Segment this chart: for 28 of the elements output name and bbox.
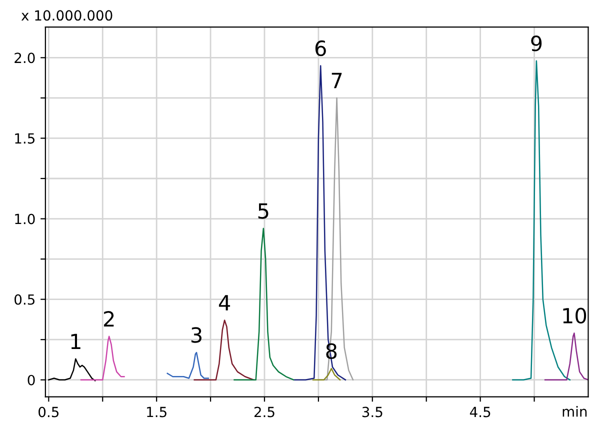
x-tick-label: 1.5 bbox=[147, 406, 166, 418]
line-series bbox=[80, 336, 125, 380]
line-series bbox=[166, 352, 210, 379]
x-tick-label: 2.5 bbox=[254, 406, 274, 418]
y-tick-label: 2.0 bbox=[14, 52, 35, 64]
y-tick-label: 1.0 bbox=[15, 214, 35, 224]
annotation: 4 bbox=[218, 295, 230, 310]
line-series bbox=[544, 332, 588, 380]
x-axis-title: min bbox=[562, 406, 587, 417]
annotation: 3 bbox=[191, 327, 202, 343]
line-series bbox=[234, 228, 294, 380]
y-tick-label: 0.5 bbox=[14, 294, 34, 305]
annotation: 7 bbox=[332, 72, 342, 88]
x-tick-label: 4.5 bbox=[470, 406, 490, 418]
annotation: 1 bbox=[71, 334, 80, 350]
annotation: 10 bbox=[563, 308, 586, 324]
line-series bbox=[194, 320, 254, 380]
annotation: 8 bbox=[326, 343, 337, 359]
y-tick-label: 1.5 bbox=[15, 133, 34, 144]
x-tick-label: 3.5 bbox=[362, 406, 382, 418]
y-axis-title: x 10.000.000 bbox=[21, 10, 112, 21]
y-tick-label: 0 bbox=[28, 374, 35, 386]
x-tick-label: 0.5 bbox=[38, 406, 58, 418]
annotation: 5 bbox=[258, 203, 268, 219]
annotation: 6 bbox=[315, 40, 326, 56]
annotation: 2 bbox=[104, 311, 114, 326]
annotation: 9 bbox=[531, 36, 542, 52]
line-series bbox=[294, 65, 346, 380]
